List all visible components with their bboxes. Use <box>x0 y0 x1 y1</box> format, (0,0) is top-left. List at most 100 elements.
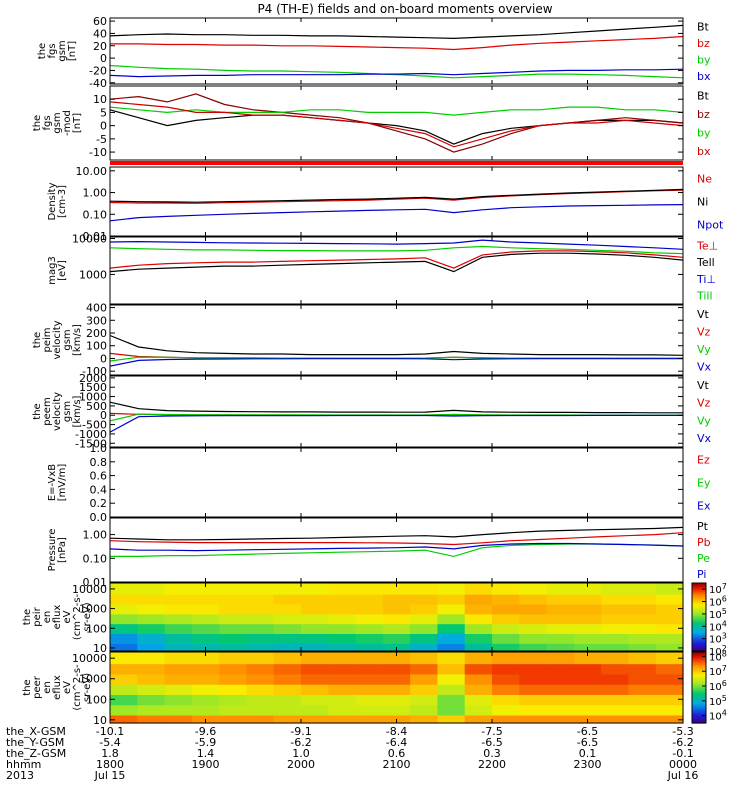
colorbar-segment <box>692 683 706 687</box>
heatmap-cell <box>137 583 166 595</box>
heatmap-cell <box>382 603 411 615</box>
heatmap-cell <box>546 613 575 625</box>
heatmap-cell <box>328 663 357 675</box>
y-axis-label: [km/s] <box>72 395 83 427</box>
heatmap-cell <box>219 694 248 706</box>
colorbar-label: 107 <box>709 664 727 678</box>
heatmap-cell <box>328 673 357 685</box>
legend-entry: Vz <box>697 325 711 338</box>
heatmap-cell <box>519 684 548 695</box>
heatmap-cell <box>655 684 684 695</box>
y-tick-label: 1000 <box>79 391 107 404</box>
x-row-label: hhmm <box>6 758 41 771</box>
colorbar-segment <box>692 692 706 696</box>
heatmap-cell <box>464 603 493 615</box>
heatmap-cell <box>355 633 384 644</box>
colorbar-segment <box>692 673 706 676</box>
heatmap-cell <box>219 684 248 695</box>
x-tick-label: -6.5 <box>481 736 502 749</box>
series-line-3 <box>109 358 683 367</box>
heatmap-cell <box>410 583 439 595</box>
legend-entry: Vz <box>697 397 711 410</box>
colorbar-segment <box>692 649 706 652</box>
heatmap-cell <box>301 643 329 652</box>
y-axis-label: sr-eV) <box>82 673 93 702</box>
colorbar-exponent: 5 <box>722 607 727 616</box>
y-tick-label: 10 <box>93 642 107 655</box>
y-tick-label: 10000 <box>72 233 107 246</box>
colorbar-segment <box>692 606 706 610</box>
heatmap-cell <box>110 623 138 635</box>
x-tick-label: Jul 15 <box>94 769 126 782</box>
heatmap-cell <box>273 603 302 615</box>
y-tick-label: 1000 <box>79 673 107 686</box>
y-axis-label: eflux <box>52 605 63 630</box>
heatmap-cell <box>410 623 439 635</box>
heatmap-cell <box>655 583 684 595</box>
heatmap-cell <box>164 684 193 695</box>
heatmap-cell <box>573 694 602 706</box>
heatmap-cell <box>464 663 493 675</box>
colorbar-segment <box>692 637 706 640</box>
colorbar-segment <box>692 669 706 673</box>
y-axis-label: the <box>22 609 33 625</box>
colorbar-label: 104 <box>709 709 727 723</box>
legend-entry: bx <box>697 70 711 83</box>
y-tick-label: -100 <box>82 365 107 378</box>
heatmap-cell <box>655 613 684 625</box>
heatmap-cell <box>492 663 520 675</box>
y-axis-label: gsm <box>62 401 73 422</box>
heatmap-cell <box>246 663 275 675</box>
heatmap-cell <box>546 643 575 652</box>
heatmap-cell <box>437 714 466 724</box>
heatmap-cell <box>492 623 520 635</box>
heatmap-cell <box>328 623 357 635</box>
heatmap-cell <box>273 684 302 695</box>
y-tick-label: 1.00 <box>83 187 108 200</box>
heatmap-cell <box>191 613 220 625</box>
heatmap-cell <box>273 613 302 625</box>
heatmap-cell <box>601 714 630 724</box>
colorbar-segment <box>692 691 706 694</box>
heatmap-cell <box>492 684 520 695</box>
heatmap-cell <box>464 673 493 685</box>
y-axis-label: E=-VxB <box>47 464 58 501</box>
heatmap-cell <box>273 714 302 724</box>
heatmap-cell <box>273 652 302 665</box>
y-tick-label: 10 <box>93 93 107 106</box>
colorbar-segment <box>692 589 706 593</box>
y-axis-label: the <box>32 403 43 419</box>
legend-entry: by <box>697 53 711 66</box>
heatmap-cell <box>628 673 657 685</box>
colorbar-segment <box>692 601 706 604</box>
colorbar-segment <box>692 657 706 660</box>
heatmap-cell <box>164 583 193 595</box>
heatmap-cell <box>601 603 630 615</box>
heatmap-cell <box>546 704 575 716</box>
heatmap-cell <box>546 633 575 644</box>
heatmap-cell <box>601 613 630 625</box>
heatmap-cell <box>492 594 520 605</box>
y-axis-label: fgs <box>42 115 53 130</box>
y-axis-label: (cm^2-s- <box>72 664 83 711</box>
panel-frame <box>109 236 684 305</box>
colorbar-segment <box>692 666 706 669</box>
y-axis-label: the <box>37 43 48 59</box>
x-row-label: the_X-GSM <box>6 725 66 738</box>
heatmap-cell <box>573 684 602 695</box>
heatmap-cell <box>219 613 248 625</box>
heatmap-cell <box>355 663 384 675</box>
y-tick-label: 0 <box>100 52 107 65</box>
heatmap-cell <box>573 594 602 605</box>
heatmap-cell <box>164 663 193 675</box>
series-line-3 <box>109 542 684 552</box>
series-line-2 <box>109 239 684 250</box>
heatmap-cell <box>601 684 630 695</box>
heatmap-cell <box>273 623 302 635</box>
heatmap-cell <box>137 663 166 675</box>
heatmap-cell <box>219 633 248 644</box>
series-line-1 <box>109 252 684 273</box>
heatmap-cell <box>546 663 575 675</box>
heatmap-cell <box>601 583 630 595</box>
